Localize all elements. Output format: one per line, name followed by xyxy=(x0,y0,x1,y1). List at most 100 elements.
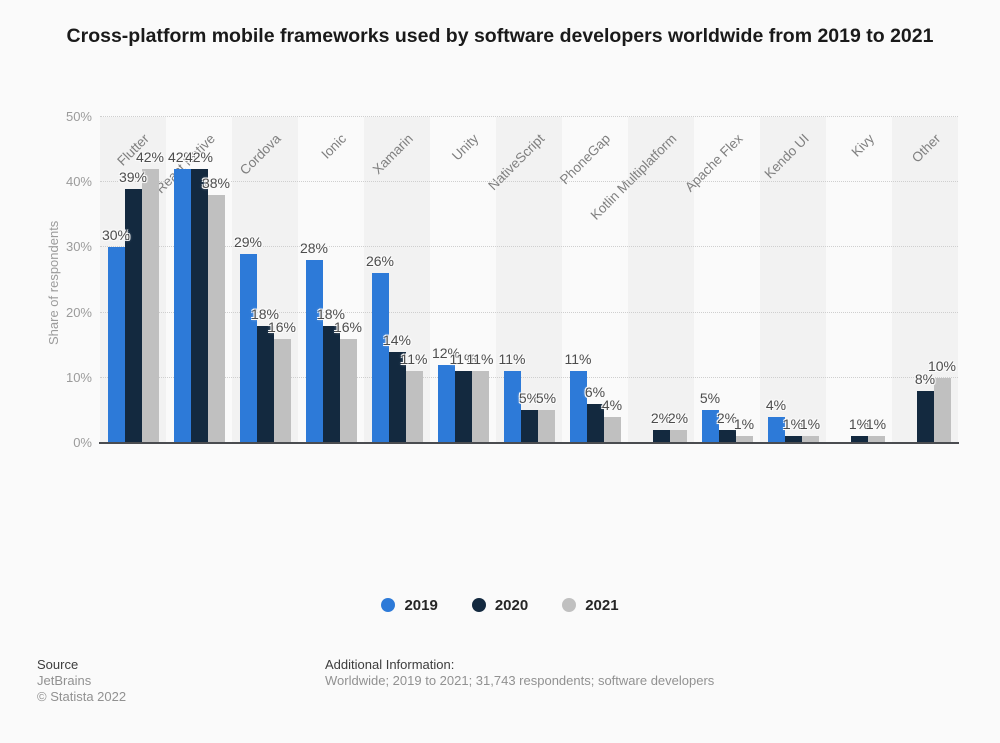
value-label-2020-apache-flex: 2% xyxy=(716,409,738,426)
bar-2019-apache-flex xyxy=(701,410,719,443)
value-label-2019-kendo-ui: 4% xyxy=(765,396,787,413)
bar-2020-nativescript xyxy=(520,410,538,443)
value-label-2019-ionic: 28% xyxy=(299,240,329,257)
value-label-2020-phonegap: 6% xyxy=(584,383,606,400)
bar-2020-ionic xyxy=(322,325,340,443)
legend-item-2021: 2021 xyxy=(562,596,619,614)
bar-2020-kotlin-multiplatform xyxy=(652,429,670,443)
bar-2019-unity xyxy=(437,364,455,443)
value-label-2021-react-native: 38% xyxy=(201,175,231,192)
bar-2020-react-native xyxy=(190,169,208,443)
bar-2019-ionic xyxy=(305,260,323,443)
bar-2020-kendo-ui xyxy=(784,436,802,443)
bar-2021-apache-flex xyxy=(735,436,753,443)
bar-2020-xamarin xyxy=(388,351,406,443)
bar-2021-kotlin-multiplatform xyxy=(669,429,687,443)
value-label-2020-unity: 11% xyxy=(449,351,477,368)
value-label-2021-ionic: 16% xyxy=(333,318,363,335)
x-axis-label-unity: Unity xyxy=(449,131,482,164)
value-label-2020-ionic: 18% xyxy=(316,305,346,322)
legend-label-2021: 2021 xyxy=(585,596,619,614)
additional-info-text: Worldwide; 2019 to 2021; 31,743 responde… xyxy=(325,673,715,688)
additional-info-block: Additional Information: Worldwide; 2019 … xyxy=(325,656,714,689)
value-label-2019-unity: 12% xyxy=(431,344,461,361)
bar-2019-cordova xyxy=(239,253,257,443)
value-label-2020-other: 8% xyxy=(914,370,936,387)
bar-2021-kivy xyxy=(867,436,885,443)
legend-item-2019: 2019 xyxy=(381,596,438,614)
bar-2020-flutter xyxy=(124,188,142,443)
bar-2021-phonegap xyxy=(603,416,621,443)
bar-2020-other xyxy=(916,390,934,443)
value-label-2021-xamarin: 11% xyxy=(400,351,428,368)
x-axis-label-ionic: Ionic xyxy=(318,131,350,162)
bar-2021-other xyxy=(933,377,951,443)
bar-2021-react-native xyxy=(207,195,225,443)
y-tick-label-30%: 30% xyxy=(65,239,92,255)
chart-title: Cross-platform mobile frameworks used by… xyxy=(66,25,934,47)
value-label-2021-nativescript: 5% xyxy=(535,390,557,407)
bar-2020-unity xyxy=(454,371,472,443)
legend: 2019 2020 2021 xyxy=(0,591,1000,619)
bar-2021-flutter xyxy=(141,169,159,443)
value-label-2019-cordova: 29% xyxy=(233,233,263,250)
gridline-40% xyxy=(100,181,958,183)
y-tick-label-40%: 40% xyxy=(65,174,92,190)
y-tick-label-20%: 20% xyxy=(65,304,92,320)
bar-2020-phonegap xyxy=(586,403,604,443)
value-label-2021-phonegap: 4% xyxy=(601,396,623,413)
bar-2020-cordova xyxy=(256,325,274,443)
bar-2019-xamarin xyxy=(371,273,389,443)
value-label-2020-xamarin: 14% xyxy=(382,331,412,348)
bar-2020-apache-flex xyxy=(718,429,736,443)
x-axis-label-kivy: Kivy xyxy=(848,131,878,160)
value-label-2020-kivy: 1% xyxy=(848,416,870,433)
bar-2021-unity xyxy=(471,371,489,443)
value-label-2019-nativescript: 11% xyxy=(498,351,526,368)
legend-dot-2019 xyxy=(381,598,396,612)
legend-dot-2021 xyxy=(562,598,577,612)
bar-2021-nativescript xyxy=(537,410,555,443)
legend-label-2019: 2019 xyxy=(404,596,438,614)
source-name: JetBrains xyxy=(37,673,92,688)
legend-dot-2020 xyxy=(471,598,486,612)
gridline-20% xyxy=(100,311,958,313)
value-label-2020-react-native: 42% xyxy=(184,149,214,166)
source-block: Source JetBrains © Statista 2022 xyxy=(37,656,126,705)
value-label-2021-unity: 11% xyxy=(466,351,494,368)
value-label-2021-flutter: 42% xyxy=(135,149,165,166)
value-label-2019-xamarin: 26% xyxy=(365,253,395,270)
source-label: Source xyxy=(37,657,79,672)
additional-info-label: Additional Information: xyxy=(325,657,455,672)
y-tick-label-10%: 10% xyxy=(65,369,92,385)
value-label-2021-apache-flex: 1% xyxy=(733,416,755,433)
bar-2021-cordova xyxy=(273,338,291,443)
gridline-30% xyxy=(100,246,958,248)
value-label-2021-kendo-ui: 1% xyxy=(799,416,821,433)
bar-2019-nativescript xyxy=(503,371,521,443)
copyright: © Statista 2022 xyxy=(37,689,127,704)
bar-2019-react-native xyxy=(173,169,191,443)
x-axis-label-phonegap: PhoneGap xyxy=(557,131,614,188)
value-label-2020-kotlin-multiplatform: 2% xyxy=(650,409,672,426)
value-label-2019-phonegap: 11% xyxy=(564,351,592,368)
value-label-2020-flutter: 39% xyxy=(118,168,148,185)
value-label-2019-flutter: 30% xyxy=(101,227,131,244)
bar-2019-kendo-ui xyxy=(767,416,785,443)
bar-2019-flutter xyxy=(107,247,125,443)
value-label-2020-kendo-ui: 1% xyxy=(782,416,804,433)
value-label-2021-kivy: 1% xyxy=(865,416,887,433)
value-label-2019-react-native: 42% xyxy=(167,149,197,166)
x-axis-line xyxy=(99,442,959,444)
gridline-50% xyxy=(100,116,958,117)
value-label-2019-apache-flex: 5% xyxy=(699,390,721,407)
value-label-2021-cordova: 16% xyxy=(267,318,297,335)
plot-area: 0% 10% 20% 30% 40% 50% 30% 42% 29% 28% 26% 12% 11% 11… xyxy=(66,109,959,450)
bar-2021-xamarin xyxy=(405,371,423,443)
value-label-2021-other: 10% xyxy=(927,357,957,374)
value-label-2020-cordova: 18% xyxy=(250,305,280,322)
legend-item-2020: 2020 xyxy=(471,597,528,614)
bar-2019-phonegap xyxy=(569,371,587,443)
bar-2020-kivy xyxy=(850,436,868,443)
